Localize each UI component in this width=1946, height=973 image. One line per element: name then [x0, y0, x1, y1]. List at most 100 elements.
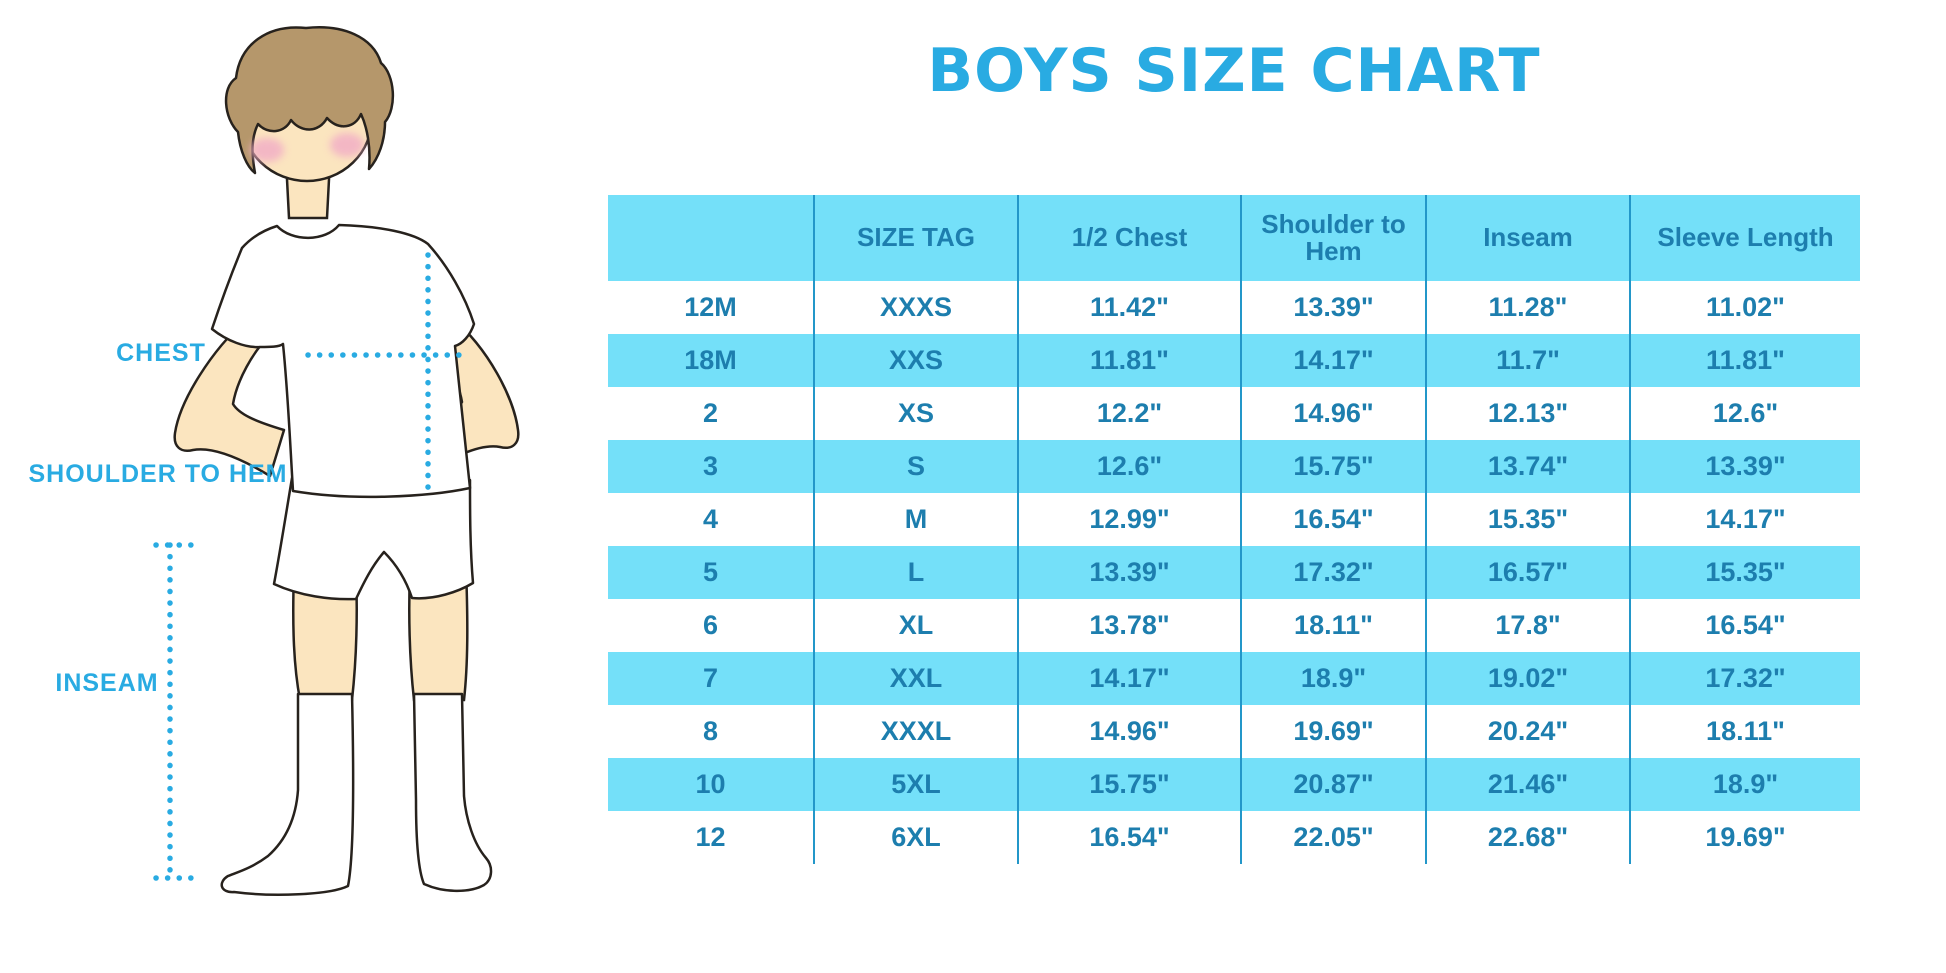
table-cell: 16.54"	[1017, 811, 1240, 864]
table-row: 12 6XL 16.54" 22.05" 22.68" 19.69"	[608, 811, 1860, 864]
table-row: 2 XS 12.2" 14.96" 12.13" 12.6"	[608, 387, 1860, 440]
boy-arm-left	[173, 318, 286, 478]
table-cell: 13.39"	[1629, 440, 1860, 493]
table-cell: 22.68"	[1425, 811, 1629, 864]
table-cell: 4	[702, 504, 719, 535]
table-cell: 16.57"	[1425, 546, 1629, 599]
table-cell: 18.9"	[1629, 758, 1860, 811]
table-cell: 10	[695, 769, 726, 800]
table-cell: 12.13"	[1425, 387, 1629, 440]
boy-leg-right	[407, 566, 469, 702]
table-cell: 16.54"	[1629, 599, 1860, 652]
table-header-row: SIZE TAG 1/2 Chest Shoulder to Hem Insea…	[608, 195, 1860, 281]
size-table: SIZE TAG 1/2 Chest Shoulder to Hem Insea…	[608, 195, 1860, 864]
table-cell: 6XL	[813, 811, 1017, 864]
table-cell: XL	[813, 599, 1017, 652]
table-cell: 16.54"	[1240, 493, 1425, 546]
table-cell: 6	[702, 610, 719, 641]
table-cell: 5	[702, 557, 719, 588]
table-cell: 7	[702, 663, 719, 694]
table-cell: 20.87"	[1240, 758, 1425, 811]
table-cell: 19.69"	[1240, 705, 1425, 758]
boy-shorts	[272, 476, 475, 601]
table-cell: 22.05"	[1240, 811, 1425, 864]
inseam-measure-line	[153, 542, 195, 881]
table-cell: 20.24"	[1425, 705, 1629, 758]
table-cell: 15.35"	[1629, 546, 1860, 599]
header-cell-size-tag: SIZE TAG	[813, 195, 1017, 281]
table-cell: 5XL	[813, 758, 1017, 811]
table-cell: 13.39"	[1240, 281, 1425, 334]
boy-sock-right	[412, 692, 493, 893]
table-row: 8 XXXL 14.96" 19.69" 20.24" 18.11"	[608, 705, 1860, 758]
table-cell: XXXL	[813, 705, 1017, 758]
header-cell-sleeve-length: Sleeve Length	[1629, 195, 1860, 281]
table-cell: 13.39"	[1017, 546, 1240, 599]
chest-label: CHEST	[116, 339, 206, 367]
table-row: 12M XXXS 11.42" 13.39" 11.28" 11.02"	[608, 281, 1860, 334]
table-cell: 17.8"	[1425, 599, 1629, 652]
table-cell: 14.17"	[1629, 493, 1860, 546]
table-cell: 8	[702, 716, 719, 747]
header-cell-half-chest: 1/2 Chest	[1017, 195, 1240, 281]
table-cell: 14.96"	[1017, 705, 1240, 758]
boy-cheek-right	[330, 133, 364, 157]
table-cell: 19.69"	[1629, 811, 1860, 864]
table-row: 6 XL 13.78" 18.11" 17.8" 16.54"	[608, 599, 1860, 652]
table-cell: 12.99"	[1017, 493, 1240, 546]
table-cell: 12	[695, 822, 726, 853]
table-cell: XXL	[813, 652, 1017, 705]
table-cell: 14.17"	[1017, 652, 1240, 705]
table-cell: 13.78"	[1017, 599, 1240, 652]
table-cell: L	[813, 546, 1017, 599]
table-cell: 14.96"	[1240, 387, 1425, 440]
table-cell: 13.74"	[1425, 440, 1629, 493]
table-cell: 17.32"	[1629, 652, 1860, 705]
table-cell: M	[813, 493, 1017, 546]
inseam-label: INSEAM	[55, 669, 159, 697]
table-cell: 3	[702, 451, 719, 482]
table-row: 18M XXS 11.81" 14.17" 11.7" 11.81"	[608, 334, 1860, 387]
table-cell: XXS	[813, 334, 1017, 387]
table-row: 10 5XL 15.75" 20.87" 21.46" 18.9"	[608, 758, 1860, 811]
table-cell: 19.02"	[1425, 652, 1629, 705]
table-cell: 17.32"	[1240, 546, 1425, 599]
table-cell: 11.42"	[1017, 281, 1240, 334]
table-cell: 21.46"	[1425, 758, 1629, 811]
table-cell: S	[813, 440, 1017, 493]
table-cell: 12.6"	[1017, 440, 1240, 493]
table-cell: 11.7"	[1425, 334, 1629, 387]
table-cell: 15.75"	[1240, 440, 1425, 493]
page-title: BOYS SIZE CHART	[927, 36, 1541, 106]
table-row: 3 S 12.6" 15.75" 13.74" 13.39"	[608, 440, 1860, 493]
boy-sock-left	[220, 692, 355, 896]
table-cell: 15.75"	[1017, 758, 1240, 811]
table-cell: 12.2"	[1017, 387, 1240, 440]
table-row: 5 L 13.39" 17.32" 16.57" 15.35"	[608, 546, 1860, 599]
header-cell-shoulder-to-hem: Shoulder to Hem	[1240, 195, 1425, 281]
table-cell: 18.9"	[1240, 652, 1425, 705]
table-cell: 11.81"	[1629, 334, 1860, 387]
table-cell: 18.11"	[1240, 599, 1425, 652]
table-cell: XS	[813, 387, 1017, 440]
table-cell: 11.81"	[1017, 334, 1240, 387]
boy-cheek-left	[250, 138, 284, 162]
table-cell: 15.35"	[1425, 493, 1629, 546]
table-cell: 11.02"	[1629, 281, 1860, 334]
table-cell: 11.28"	[1425, 281, 1629, 334]
shoulder-to-hem-label: SHOULDER TO HEM	[28, 460, 288, 488]
boy-shirt	[210, 223, 476, 499]
table-cell: 12.6"	[1629, 387, 1860, 440]
table-row: 4 M 12.99" 16.54" 15.35" 14.17"	[608, 493, 1860, 546]
boy-illustration	[153, 26, 520, 896]
table-cell: 14.17"	[1240, 334, 1425, 387]
boy-hair	[224, 26, 395, 175]
table-row: 7 XXL 14.17" 18.9" 19.02" 17.32"	[608, 652, 1860, 705]
header-cell-size	[608, 195, 813, 281]
table-cell: 2	[702, 398, 719, 429]
table-cell: 18M	[684, 345, 737, 376]
table-cell: 18.11"	[1629, 705, 1860, 758]
header-cell-inseam: Inseam	[1425, 195, 1629, 281]
table-cell: XXXS	[813, 281, 1017, 334]
